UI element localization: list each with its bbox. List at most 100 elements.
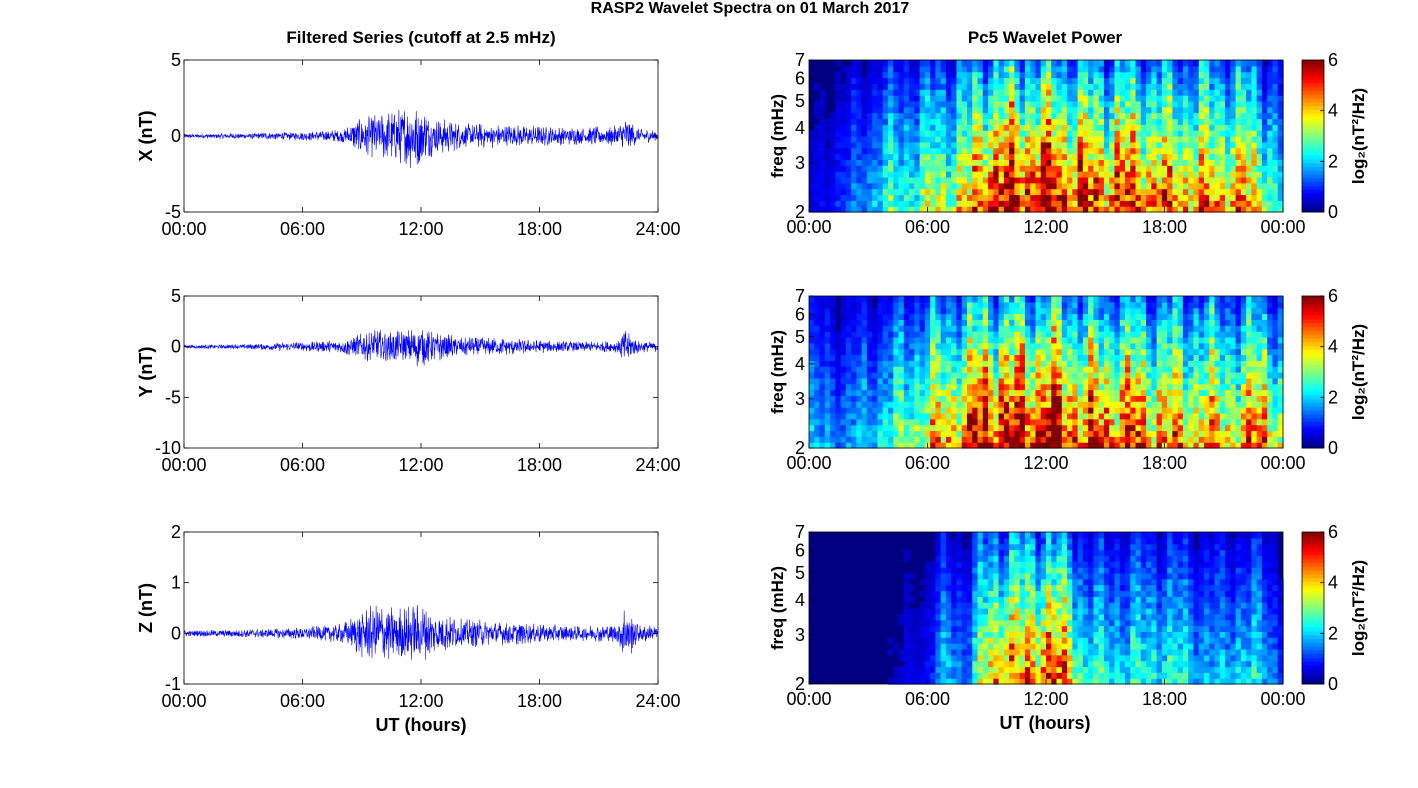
power-cell (1277, 412, 1284, 420)
power-cell (1088, 136, 1094, 143)
power-cell (1030, 342, 1037, 350)
power-cell (1098, 89, 1105, 96)
power-cell (1214, 325, 1221, 332)
power-cell (1251, 65, 1258, 73)
power-cell (893, 360, 900, 367)
power-cell (1003, 418, 1010, 426)
power-cell (1209, 200, 1216, 207)
power-cell (1193, 200, 1200, 207)
power-cell (840, 331, 847, 338)
power-cell (1209, 71, 1216, 79)
power-cell (872, 401, 879, 408)
power-cell (998, 389, 1005, 396)
power-cell (993, 424, 1000, 432)
colorbar-segment (1302, 94, 1324, 99)
power-cell (1125, 182, 1131, 190)
power-cell (1151, 206, 1158, 213)
power-cell (845, 336, 852, 344)
power-cell (1246, 95, 1252, 102)
power-cell (861, 331, 868, 338)
power-cell (819, 200, 826, 207)
power-cell (851, 366, 857, 373)
power-cell (1103, 407, 1110, 414)
power-cell (893, 442, 900, 449)
power-cell (1193, 141, 1200, 149)
power-cell (1009, 106, 1015, 114)
power-cell (1235, 171, 1242, 178)
power-cell (845, 165, 852, 172)
x-tick-label: 12:00 (398, 691, 443, 711)
power-cell (982, 65, 989, 73)
power-cell (972, 165, 979, 172)
power-cell (988, 89, 994, 96)
power-cell (1135, 348, 1142, 356)
power-cell (1188, 424, 1195, 432)
power-cell (1072, 301, 1079, 309)
power-cell (1119, 124, 1126, 131)
power-cell (935, 130, 942, 137)
power-cell (1188, 206, 1195, 213)
power-cell (830, 412, 836, 420)
power-cell (1125, 377, 1131, 385)
power-cell (1109, 118, 1116, 125)
colorbar-segment (1302, 117, 1324, 122)
power-cell (830, 176, 836, 184)
power-cell (903, 578, 910, 586)
power-cell (1272, 159, 1279, 166)
power-cell (845, 424, 852, 432)
power-cell (982, 200, 989, 207)
power-cell (1019, 319, 1026, 326)
power-cell (967, 301, 973, 309)
power-cell (830, 159, 836, 166)
power-cell (1030, 147, 1037, 155)
power-cell (1182, 401, 1189, 408)
power-cell (893, 182, 900, 190)
power-cell (1193, 331, 1200, 338)
power-cell (1193, 301, 1200, 309)
power-cell (1014, 319, 1021, 326)
power-cell (1193, 65, 1200, 73)
power-cell (1088, 325, 1094, 332)
power-cell (1109, 100, 1116, 108)
power-cell (893, 319, 900, 326)
power-cell (893, 407, 900, 414)
power-cell (1172, 165, 1179, 172)
power-cell (1046, 153, 1052, 160)
power-cell (940, 366, 947, 373)
power-cell (888, 171, 894, 178)
power-cell (882, 436, 889, 443)
power-cell (982, 60, 989, 67)
power-cell (866, 360, 873, 367)
power-cell (1125, 354, 1131, 361)
power-cell (1009, 141, 1015, 149)
power-cell (1272, 418, 1279, 426)
power-cell (1204, 436, 1210, 443)
power-cell (1024, 159, 1031, 166)
power-cell (1182, 436, 1189, 443)
power-cell (1067, 331, 1073, 338)
power-cell (1024, 194, 1031, 201)
power-cell (1146, 159, 1152, 166)
power-cell (840, 372, 847, 379)
power-cell (914, 112, 921, 120)
power-cell (1251, 313, 1258, 320)
power-cell (872, 442, 879, 449)
power-cell (924, 348, 931, 356)
power-cell (972, 141, 979, 149)
power-cell (1035, 95, 1042, 102)
power-cell (882, 141, 889, 149)
power-cell (930, 206, 936, 213)
power-cell (1225, 194, 1231, 201)
power-cell (1204, 348, 1210, 356)
power-cell (1072, 171, 1079, 178)
power-cell (1093, 331, 1100, 338)
power-cell (1072, 77, 1079, 84)
power-cell (1024, 360, 1031, 367)
power-cell (1256, 130, 1263, 137)
power-cell (903, 182, 910, 190)
power-cell (951, 313, 958, 320)
power-cell (1188, 141, 1195, 149)
power-cell (1240, 331, 1247, 338)
power-cell (982, 325, 989, 332)
